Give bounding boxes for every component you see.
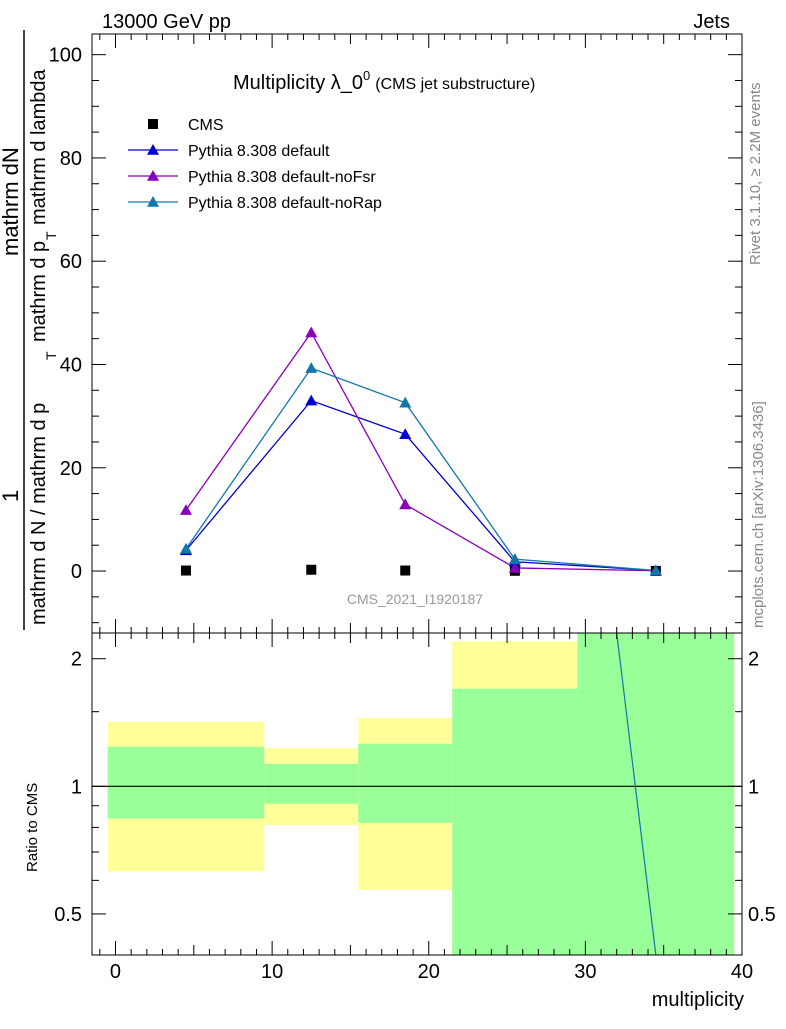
data-point-cms	[400, 565, 411, 576]
data-point-mc	[399, 428, 412, 439]
main-y-axis-title: 1 mathrm dN mathrm d N / mathrm d p T ma…	[0, 30, 59, 630]
data-point-mc	[649, 564, 662, 576]
mcplots-label: mcplots.cern.ch [arXiv:1306.3436]	[750, 401, 767, 628]
chart-title-note: (CMS jet substructure)	[375, 76, 535, 93]
legend-marker	[147, 196, 159, 207]
legend-marker	[148, 119, 158, 129]
main-y-tick-label: 60	[60, 251, 82, 273]
x-tick-label: 30	[574, 961, 596, 983]
ratio-y-tick-label-right: 1	[748, 776, 759, 798]
legend: CMS Pythia 8.308 default Pythia 8.308 defa…	[128, 117, 382, 212]
legend-label: Pythia 8.308 default	[188, 143, 330, 160]
x-tick-label: 10	[261, 961, 283, 983]
data-point-mc	[305, 394, 318, 406]
data-point-mc	[179, 542, 192, 554]
ylabel-mid: mathrm dN	[0, 147, 23, 256]
data-point-mc	[305, 326, 318, 338]
ratio-y-tick-label: 2	[71, 649, 82, 671]
main-y-tick-label: 80	[60, 148, 82, 170]
axis-ticks: 0 20 40 60 80 100 0 10 20 30 40 0.5 0.5 1 1 2 2	[49, 34, 776, 983]
ylabel-bottom: mathrm d N / mathrm d p	[28, 403, 50, 625]
uncertainty-band-green	[264, 763, 359, 804]
data-point-mc	[399, 396, 412, 408]
ratio-y-tick-label: 1	[71, 776, 82, 798]
main-series	[179, 326, 662, 576]
ylabel-mid-tail: mathrm d lambda	[28, 69, 50, 225]
data-point-mc	[508, 553, 521, 564]
uncertainty-band-green	[358, 743, 453, 823]
series-line	[185, 367, 656, 572]
legend-label: CMS	[188, 117, 224, 134]
ratio-y-tick-label: 0.5	[54, 904, 82, 926]
ylabel-mid-right: mathrm d p	[28, 241, 50, 342]
ylabel-mid-right-sub: T	[43, 231, 59, 240]
main-y-tick-label: 100	[49, 45, 82, 67]
data-point-cms	[306, 564, 317, 575]
x-tick-label: 40	[731, 961, 753, 983]
main-y-tick-label: 20	[60, 458, 82, 480]
x-axis-title: multiplicity	[652, 989, 744, 1011]
ratio-y-axis-title: Ratio to CMS	[24, 783, 41, 872]
ylabel-top: 1	[0, 490, 23, 502]
ratio-y-tick-label-right: 2	[748, 649, 759, 671]
chart-title-sup: 0	[363, 68, 370, 83]
frames	[91, 33, 743, 956]
uncertainty-band-green	[577, 633, 735, 955]
ratio-lines	[92, 632, 742, 956]
uncertainty-band-green	[107, 746, 265, 819]
data-point-mc	[179, 504, 192, 515]
analysis-label: CMS_2021_I1920187	[347, 591, 483, 607]
process-label: Jets	[693, 11, 730, 33]
legend-label: Pythia 8.308 default-noFsr	[188, 169, 376, 186]
legend-marker	[147, 170, 159, 181]
uncertainty-band-green	[452, 688, 578, 955]
data-point-mc	[508, 561, 521, 573]
chart-title: Multiplicity λ_00(CMS jet substructure)	[233, 68, 535, 94]
x-tick-label: 0	[110, 961, 121, 983]
x-tick-label: 20	[418, 961, 440, 983]
main-y-tick-label: 40	[60, 354, 82, 376]
legend-label: Pythia 8.308 default-noRap	[188, 195, 382, 212]
data-point-mc	[399, 498, 412, 510]
legend-marker	[147, 144, 159, 155]
ratio-series-line	[616, 632, 657, 956]
ratio-bands	[107, 633, 735, 955]
ylabel-bottom-sub: T	[43, 351, 59, 360]
main-y-tick-label: 0	[71, 561, 82, 583]
energy-label: 13000 GeV pp	[102, 11, 231, 33]
data-point-mc	[305, 362, 318, 373]
rivet-label: Rivet 3.1.10, ≥ 2.2M events	[747, 83, 764, 266]
ratio-y-tick-label-right: 0.5	[748, 904, 776, 926]
ratio-frame	[91, 632, 743, 956]
data-point-cms	[180, 565, 191, 576]
